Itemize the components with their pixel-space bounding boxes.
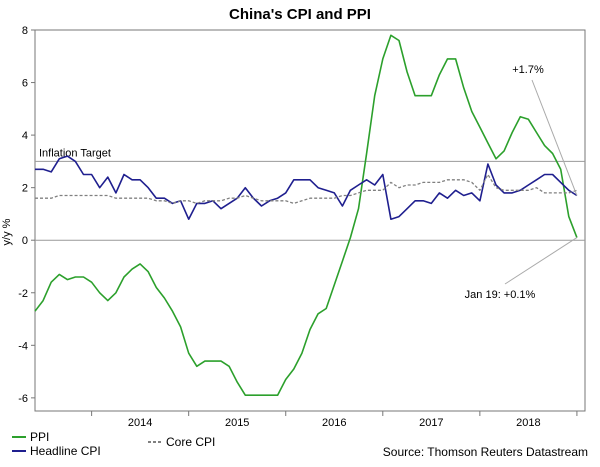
series-line-headline-cpi	[35, 155, 578, 220]
y-tick-label: 8	[22, 25, 28, 37]
y-tick-label: 2	[22, 183, 28, 195]
annotation-leader	[531, 79, 578, 196]
y-tick-label: 4	[22, 130, 28, 142]
x-axis: 2014 2015 2016 2017 2018	[91, 411, 578, 429]
y-tick-label: -2	[18, 288, 28, 300]
x-tick-label: 2018	[516, 417, 540, 429]
y-axis-label: y/y %	[1, 218, 13, 245]
legend-label: Headline CPI	[30, 444, 101, 458]
y-tick-label: -6	[18, 393, 28, 405]
annotation-label: Jan 19: +0.1%	[465, 289, 536, 301]
series-line-core-cpi	[35, 173, 578, 205]
y-tick-label: 0	[22, 235, 28, 247]
series-group	[34, 34, 578, 396]
y-axis: 8 6 4 2 0 -2 -4 -6	[18, 25, 35, 405]
plot-frame	[34, 29, 586, 412]
y-tick-label: -4	[18, 340, 28, 352]
legend-label: PPI	[30, 430, 49, 444]
legend-label: Core CPI	[166, 435, 215, 449]
chart-title: China's CPI and PPI	[229, 6, 371, 23]
reference-line-label: Inflation Target	[39, 147, 111, 159]
annotation-leader	[504, 237, 578, 285]
x-tick-label: 2014	[128, 417, 152, 429]
y-tick-label: 6	[22, 78, 28, 90]
annotations: +1.7% Jan 19: +0.1%	[465, 64, 578, 301]
source-note: Source: Thomson Reuters Datastream	[383, 445, 588, 459]
x-tick-label: 2016	[322, 417, 346, 429]
x-tick-label: 2017	[419, 417, 443, 429]
reference-lines: Inflation Target	[35, 147, 585, 241]
plot-area	[34, 29, 586, 412]
x-tick-label: 2015	[225, 417, 249, 429]
annotation-label: +1.7%	[512, 64, 544, 76]
series-line-ppi	[34, 34, 578, 396]
